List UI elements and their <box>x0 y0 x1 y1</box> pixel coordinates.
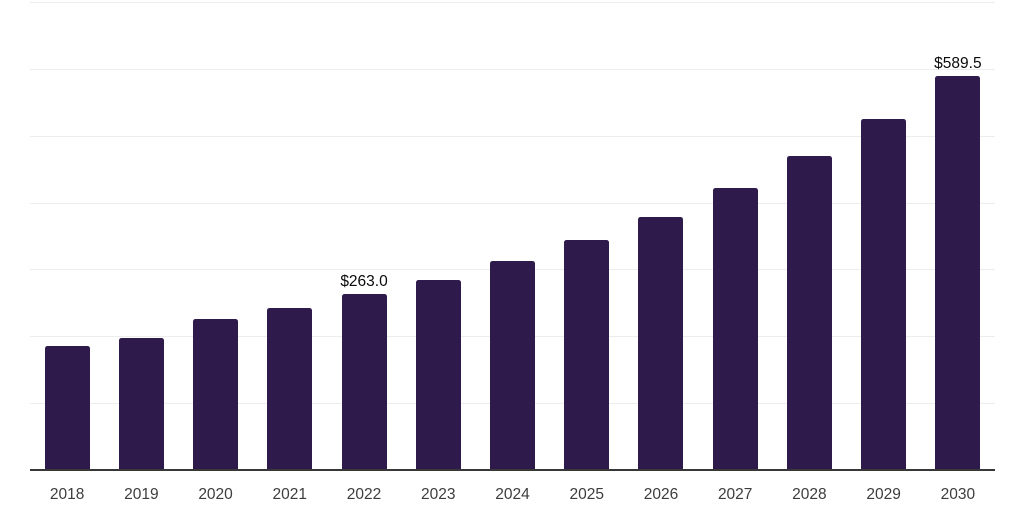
bar-2023 <box>415 280 461 470</box>
gridline-500 <box>30 135 995 137</box>
bar-2022 <box>341 294 387 470</box>
x-tick-label-2027: 2027 <box>717 486 753 503</box>
bar-2029 <box>861 119 907 470</box>
bar-2027 <box>712 187 758 470</box>
bar-2030 <box>935 75 981 470</box>
gridline-600 <box>30 68 995 70</box>
gridline-400 <box>30 202 995 204</box>
bar-2026 <box>638 216 684 470</box>
x-tick-label-2021: 2021 <box>272 486 308 503</box>
x-tick-label-2030: 2030 <box>940 486 976 503</box>
x-tick-label-2018: 2018 <box>49 486 85 503</box>
x-tick-label-2029: 2029 <box>866 486 901 503</box>
bar-2020 <box>193 318 239 470</box>
gridline-700 <box>30 2 995 3</box>
bar-2025 <box>564 240 610 470</box>
bar-2018 <box>44 346 90 470</box>
x-tick-label-2028: 2028 <box>792 486 827 503</box>
data-label-2030: $589.5 <box>934 54 982 72</box>
x-tick-label-2019: 2019 <box>124 486 159 503</box>
bar-2024 <box>490 261 535 470</box>
x-tick-label-2024: 2024 <box>495 486 530 503</box>
bar-2021 <box>267 308 313 470</box>
bar-2028 <box>786 155 832 470</box>
x-tick-label-2023: 2023 <box>421 486 456 503</box>
data-label-2022: $263.0 <box>340 273 388 291</box>
x-tick-label-2022: 2022 <box>346 486 382 503</box>
bar-2019 <box>118 338 164 470</box>
x-tick-label-2020: 2020 <box>198 486 233 503</box>
x-tick-label-2026: 2026 <box>643 486 679 503</box>
x-axis-line <box>30 469 995 471</box>
x-tick-label-2025: 2025 <box>569 486 604 503</box>
